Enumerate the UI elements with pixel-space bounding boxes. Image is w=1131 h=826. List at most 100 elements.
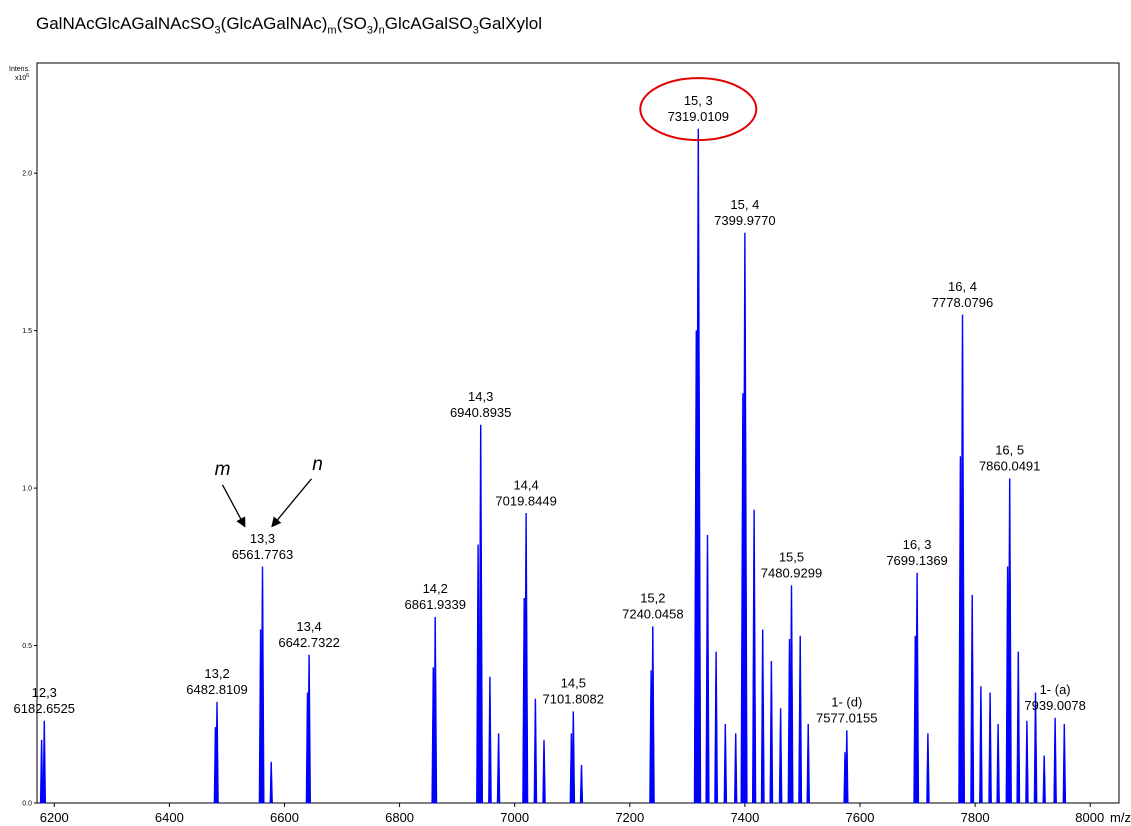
peak-label-mass: 7939.0078 (1024, 698, 1085, 713)
peak-minor (769, 661, 774, 804)
peak-label-assignment: 15, 3 (684, 93, 713, 108)
x-tick-label: 8000 (1075, 810, 1104, 825)
x-axis-unit: m/z (1110, 810, 1131, 825)
peak-minor (760, 629, 765, 804)
peak-minor (1062, 724, 1067, 804)
peak-minor (970, 594, 975, 804)
x-axis: 6200 6400 6600 6800 7000 7200 7400 7600 7800 8000 (40, 803, 1104, 825)
peak-label-mass: 6482.8109 (186, 682, 247, 697)
peak-label-assignment: 15,5 (779, 550, 804, 565)
y-tick-label: 2.0 (22, 171, 32, 178)
y-axis-label-bottom: x106 (15, 73, 29, 82)
x-tick-label: 6600 (270, 810, 299, 825)
peak-labeled (260, 566, 265, 804)
peak-labeled (742, 232, 748, 804)
peak-labeled (1007, 478, 1012, 804)
y-tick-label: 1.5 (22, 328, 32, 335)
peak-minor (806, 724, 811, 804)
peak-minor (926, 733, 930, 804)
peak-labeled (215, 701, 219, 804)
peak-labeled (571, 711, 576, 804)
y-axis: 0.0 0.5 1.0 1.5 2.0 (22, 171, 37, 808)
peak-minor (533, 698, 538, 804)
peak-label-mass: 7101.8082 (543, 692, 604, 707)
peak-minor (488, 676, 492, 804)
y-axis-label-top: Intens. (9, 66, 30, 73)
peak-labeled (307, 654, 312, 804)
peak-minor (988, 692, 992, 804)
peak-minor (542, 739, 546, 804)
peak-label-mass: 6940.8935 (450, 405, 511, 420)
highlight-ellipse (639, 77, 758, 142)
x-tick-label: 7600 (846, 810, 875, 825)
peak-label-mass: 7699.1369 (886, 553, 947, 568)
peak-labeled (478, 424, 484, 804)
peak-labeled (523, 513, 529, 804)
peak-label-assignment: 16, 5 (995, 443, 1024, 458)
peak-label-assignment: 13,2 (204, 666, 229, 681)
x-tick-label: 6400 (155, 810, 184, 825)
peak-label-assignment: 12,3 (32, 685, 57, 700)
peak-label-mass: 7240.0458 (622, 607, 683, 622)
peak-label-assignment: 14,5 (561, 676, 586, 691)
peak-labeled (42, 720, 47, 804)
annotation-n: n (312, 454, 323, 475)
peak-label-assignment: 14,2 (423, 581, 448, 596)
arrow-n (271, 478, 312, 528)
peak-labeled (650, 626, 655, 804)
x-tick-label: 7400 (730, 810, 759, 825)
peak-minor (979, 686, 983, 804)
peak-minor (496, 733, 501, 804)
peak-label-mass: 6861.9339 (405, 597, 466, 612)
peak-labeled (914, 572, 920, 804)
peak-label-mass: 7577.0155 (816, 711, 877, 726)
peak-label-mass: 7778.0796 (932, 295, 993, 310)
peak-minor (778, 708, 783, 804)
peak-minor (798, 635, 803, 804)
peak-label-mass: 7319.0109 (668, 109, 729, 124)
peak-label-assignment: 16, 4 (948, 279, 977, 294)
peak-minor (579, 764, 584, 804)
peak-labeled (789, 585, 794, 804)
peak-minor (751, 509, 757, 804)
peak-label-assignment: 14,3 (468, 389, 493, 404)
peak-label-mass: 7019.8449 (495, 493, 556, 508)
peak-label-assignment: 16, 3 (903, 537, 932, 552)
peak-label-assignment: 1- (a) (1040, 682, 1071, 697)
x-tick-label: 7200 (615, 810, 644, 825)
x-tick-label: 7800 (961, 810, 990, 825)
peak-labeled (1053, 717, 1057, 804)
peak-label-mass: 6642.7322 (278, 635, 339, 650)
peak-minor (39, 739, 44, 804)
peak-label-assignment: 13,4 (296, 619, 321, 634)
peak-label-mass: 6561.7763 (232, 547, 293, 562)
y-tick-label: 0.0 (22, 801, 32, 808)
peak-label-mass: 6182.6525 (14, 701, 75, 716)
chart-title: GalNAcGlcAGalNAcSO3(GlcAGalNAc)m(SO3)nGl… (36, 14, 543, 37)
peak-label-mass: 7399.9770 (714, 213, 775, 228)
peak-minor (269, 761, 273, 804)
arrow-m (221, 484, 246, 528)
x-tick-label: 7000 (500, 810, 529, 825)
peak-label-assignment: 15, 4 (730, 197, 759, 212)
plot-frame (36, 62, 1120, 804)
peak-minor (733, 733, 738, 804)
peak-minor (1042, 755, 1046, 804)
peak-minor (1033, 692, 1038, 804)
peak-labeled (844, 730, 849, 804)
peak-minor (996, 724, 1000, 804)
peak-label-assignment: 14,4 (513, 477, 538, 492)
peak-minor (705, 535, 710, 804)
y-tick-label: 1.0 (22, 486, 32, 493)
peak-minor (1016, 651, 1021, 804)
peak-label-mass: 7480.9299 (761, 566, 822, 581)
peak-labeled (433, 616, 438, 804)
peak-label-mass: 7860.0491 (979, 459, 1040, 474)
peak-label-assignment: 13,3 (250, 531, 275, 546)
peak-label-assignment: 1- (d) (831, 695, 862, 710)
y-tick-label: 0.5 (22, 643, 32, 650)
peak-labeled (959, 314, 966, 804)
